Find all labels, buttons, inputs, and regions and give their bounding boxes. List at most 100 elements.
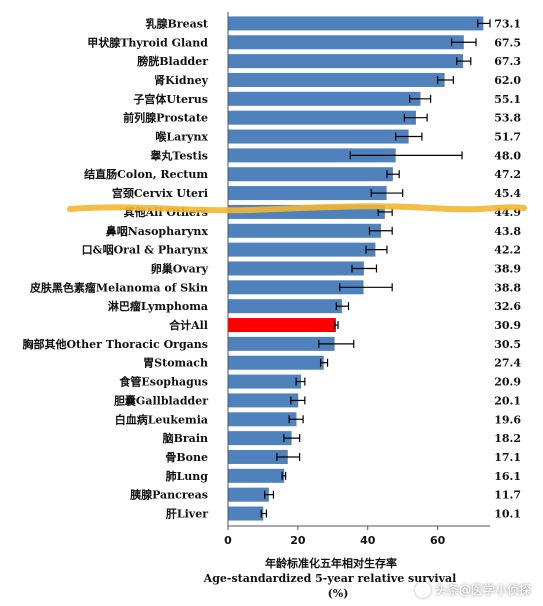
- value-label-26: 10.1: [494, 508, 521, 521]
- value-label-21: 19.6: [494, 413, 521, 426]
- error-bar-23: [276, 452, 301, 461]
- error-bar-22: [283, 434, 301, 443]
- value-label-18: 27.4: [494, 357, 521, 370]
- error-bar-11: [368, 226, 393, 235]
- value-label-16: 30.9: [494, 319, 521, 332]
- value-label-22: 18.2: [494, 432, 521, 445]
- camera-icon: [414, 581, 431, 598]
- value-label-25: 11.7: [494, 489, 521, 502]
- value-label-11: 43.8: [494, 225, 521, 238]
- category-label-16: 合计All: [169, 318, 208, 332]
- category-label-11: 鼻咽Nasopharynx: [106, 224, 209, 238]
- category-label-24: 肺Lung: [166, 469, 209, 483]
- value-labels-layer: 73.1 67.5 67.3 62.0 55.1 53.8 51.7 48.0 47.2 45.4…: [494, 17, 521, 520]
- bar-4: [228, 91, 421, 106]
- error-bar-0: [477, 19, 491, 28]
- value-label-7: 48.0: [494, 149, 521, 162]
- category-label-0: 乳腺Breast: [146, 16, 209, 30]
- error-bar-4: [409, 94, 432, 103]
- bar-5: [228, 110, 416, 125]
- value-label-2: 67.3: [494, 55, 521, 68]
- bar-16: [228, 318, 336, 333]
- category-label-19: 食管Esophagus: [119, 375, 208, 389]
- error-bar-26: [260, 509, 268, 518]
- error-bar-14: [339, 283, 393, 292]
- x-tick-label-2: 40: [360, 534, 376, 547]
- error-bar-9: [370, 189, 404, 198]
- value-label-6: 51.7: [494, 131, 521, 144]
- bar-3: [228, 72, 445, 87]
- error-bar-19: [295, 377, 306, 386]
- category-label-22: 脑Brain: [163, 431, 208, 445]
- bar-25: [228, 487, 269, 502]
- x-tick-label-3: 60: [430, 534, 446, 547]
- value-label-1: 67.5: [494, 36, 521, 49]
- category-label-21: 白血病Leukemia: [115, 412, 208, 426]
- value-label-15: 32.6: [494, 300, 521, 313]
- error-bar-3: [437, 75, 454, 84]
- bar-0: [228, 16, 484, 31]
- value-label-5: 53.8: [494, 112, 521, 125]
- x-axis-title-unit: (%): [328, 587, 349, 600]
- value-label-13: 38.9: [494, 262, 521, 275]
- value-label-8: 47.2: [494, 168, 521, 181]
- category-label-20: 胆囊Gallbladder: [114, 393, 208, 407]
- error-bar-5: [403, 113, 428, 122]
- error-bars-layer: [260, 19, 491, 518]
- category-label-18: 胃Stomach: [143, 357, 208, 370]
- bar-26: [228, 506, 264, 521]
- x-axis-title-en: Age-standardized 5-year relative surviva…: [203, 572, 457, 585]
- bar-17: [228, 336, 335, 351]
- bar-13: [228, 261, 364, 276]
- bar-21: [228, 412, 297, 427]
- category-label-9: 宫颈Cervix Uteri: [112, 186, 208, 200]
- watermark-text: 头条@医学小侦探: [434, 583, 531, 597]
- watermark: 头条@医学小侦探: [414, 581, 531, 598]
- bar-8: [228, 167, 393, 182]
- error-bar-21: [288, 415, 304, 424]
- category-label-14: 皮肤黑色素瘤Melanoma of Skin: [29, 280, 208, 294]
- error-bar-1: [450, 38, 477, 47]
- error-bar-2: [456, 57, 472, 66]
- bar-19: [228, 374, 302, 389]
- category-label-6: 喉Larynx: [155, 130, 208, 144]
- category-labels-layer: 乳腺Breast 甲状腺Thyroid Gland 膀胱Bladder 肾Kidney…: [22, 16, 208, 520]
- error-bar-24: [281, 471, 287, 480]
- category-label-25: 胰腺Pancreas: [129, 488, 208, 502]
- value-label-19: 20.9: [494, 376, 521, 389]
- bar-23: [228, 449, 288, 464]
- bar-14: [228, 280, 364, 295]
- category-label-7: 睾丸Testis: [150, 148, 208, 162]
- value-label-0: 73.1: [494, 17, 521, 30]
- error-bar-6: [395, 132, 423, 141]
- bar-18: [228, 355, 324, 370]
- category-label-23: 骨Bone: [165, 451, 208, 464]
- value-label-20: 20.1: [494, 394, 521, 407]
- bars-layer: [228, 16, 484, 521]
- category-label-1: 甲状腺Thyroid Gland: [87, 35, 208, 49]
- error-bar-25: [264, 490, 275, 499]
- value-label-24: 16.1: [494, 470, 521, 483]
- category-label-8: 结直肠Colon, Rectum: [83, 167, 208, 181]
- category-label-13: 卵巢Ovary: [151, 261, 209, 275]
- bar-20: [228, 393, 299, 408]
- value-label-17: 30.5: [494, 338, 521, 351]
- value-label-23: 17.1: [494, 451, 521, 464]
- value-label-12: 42.2: [494, 244, 521, 257]
- bar-24: [228, 468, 285, 483]
- value-label-3: 62.0: [494, 74, 521, 87]
- bar-1: [228, 35, 464, 50]
- category-label-26: 肝Liver: [166, 508, 208, 521]
- error-bar-8: [386, 170, 400, 179]
- bar-6: [228, 129, 409, 144]
- error-bar-20: [290, 396, 306, 405]
- x-axis-title-cn: 年龄标准化五年相对生存率: [265, 556, 397, 570]
- bar-12: [228, 242, 376, 257]
- category-label-15: 淋巴瘤Lymphoma: [108, 299, 208, 313]
- bar-11: [228, 223, 382, 238]
- x-tick-label-0: 0: [224, 534, 232, 547]
- bar-7: [228, 148, 396, 163]
- category-label-3: 肾Kidney: [154, 73, 208, 87]
- x-axis: 0 20 40 60: [224, 12, 490, 547]
